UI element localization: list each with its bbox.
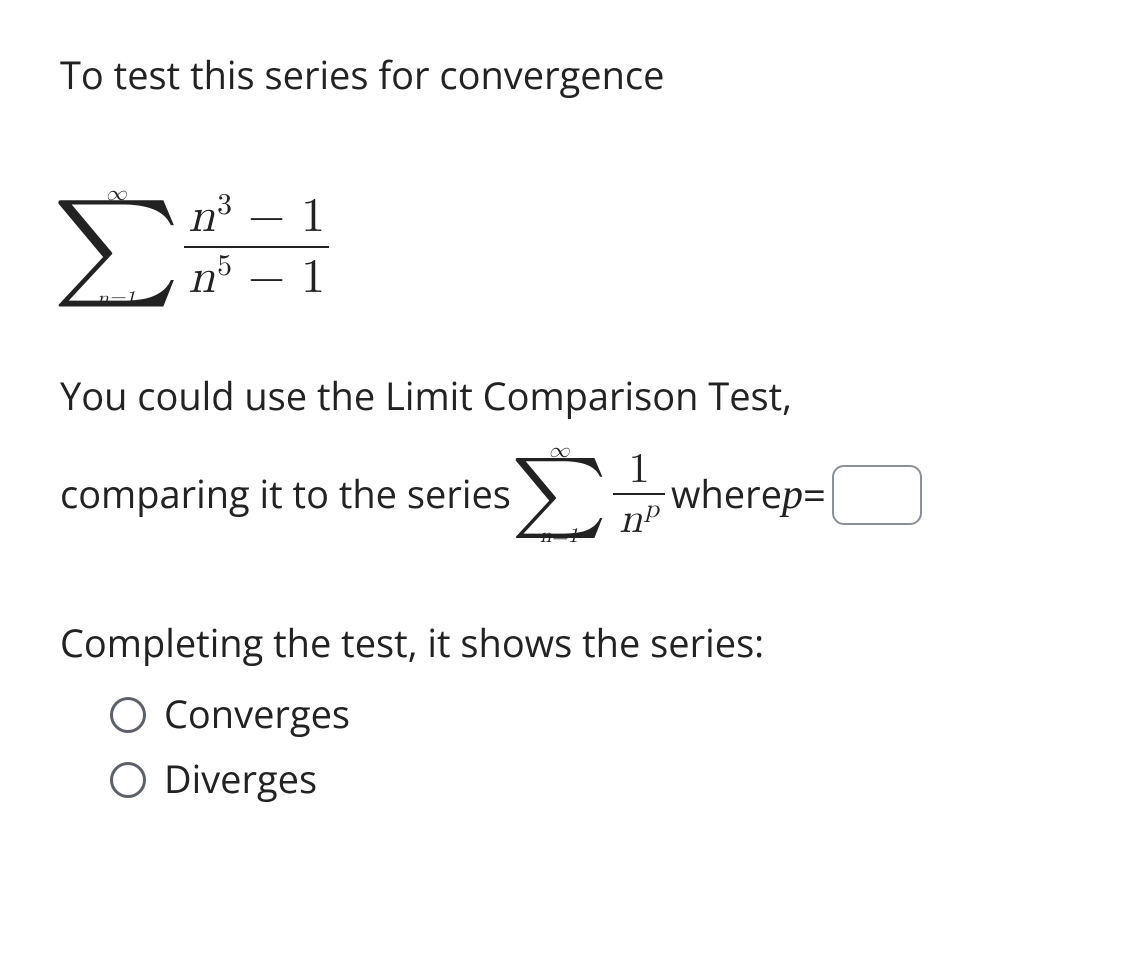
comparison-suffix: where xyxy=(671,469,782,520)
den-var-2: n xyxy=(619,499,642,541)
sigma-1-symbol: ∑ xyxy=(52,208,181,288)
den-exp-1: 5 xyxy=(217,251,232,281)
options-group: Converges Diverges xyxy=(60,689,1067,806)
lct-line-1: You could use the Limit Comparison Test, xyxy=(60,371,1067,422)
p-input[interactable] xyxy=(832,465,922,525)
question-page: To test this series for convergence ∞ ∑ … xyxy=(0,0,1127,974)
p-variable: p xyxy=(782,467,803,524)
series-2: ∞ ∑ n=1 1 np xyxy=(517,442,665,548)
num-var-1: n xyxy=(188,193,215,241)
option-diverges[interactable]: Diverges xyxy=(110,754,1067,805)
radio-converges[interactable] xyxy=(110,697,146,733)
intro-text: To test this series for convergence xyxy=(60,50,1067,101)
series-1-numerator: n3 − 1 xyxy=(184,191,329,246)
sigma-block-2: ∞ ∑ n=1 xyxy=(517,442,601,548)
num-op-1: − 1 xyxy=(232,193,325,241)
den-exp-2: p xyxy=(645,497,659,523)
comparison-block: You could use the Limit Comparison Test,… xyxy=(60,371,1067,548)
intro-line: To test this series for convergence xyxy=(60,49,664,101)
sigma-block-1: ∞ ∑ n=1 xyxy=(60,185,172,311)
series-1-fraction: n3 − 1 n5 − 1 xyxy=(184,191,329,305)
lct-line-2: comparing it to the series ∞ ∑ n=1 1 np … xyxy=(60,442,1067,548)
option-converges[interactable]: Converges xyxy=(110,689,1067,740)
result-prompt: Completing the test, it shows the series… xyxy=(60,618,1067,669)
series-1-denominator: n5 − 1 xyxy=(184,246,329,305)
den-op-1: − 1 xyxy=(232,254,325,302)
sigma-2-symbol: ∑ xyxy=(511,465,608,525)
radio-diverges[interactable] xyxy=(110,762,146,798)
option-diverges-label: Diverges xyxy=(164,754,317,805)
series-2-denominator: np xyxy=(613,493,665,543)
option-converges-label: Converges xyxy=(164,689,350,740)
comparison-prefix: comparing it to the series xyxy=(60,469,511,520)
series-2-numerator: 1 xyxy=(623,447,656,493)
series-1: ∞ ∑ n=1 n3 − 1 n5 − 1 xyxy=(60,161,1067,311)
num-exp-1: 3 xyxy=(217,190,232,220)
series-2-fraction: 1 np xyxy=(613,447,665,543)
equals-sign: = xyxy=(803,468,826,522)
den-var-1: n xyxy=(188,254,215,302)
